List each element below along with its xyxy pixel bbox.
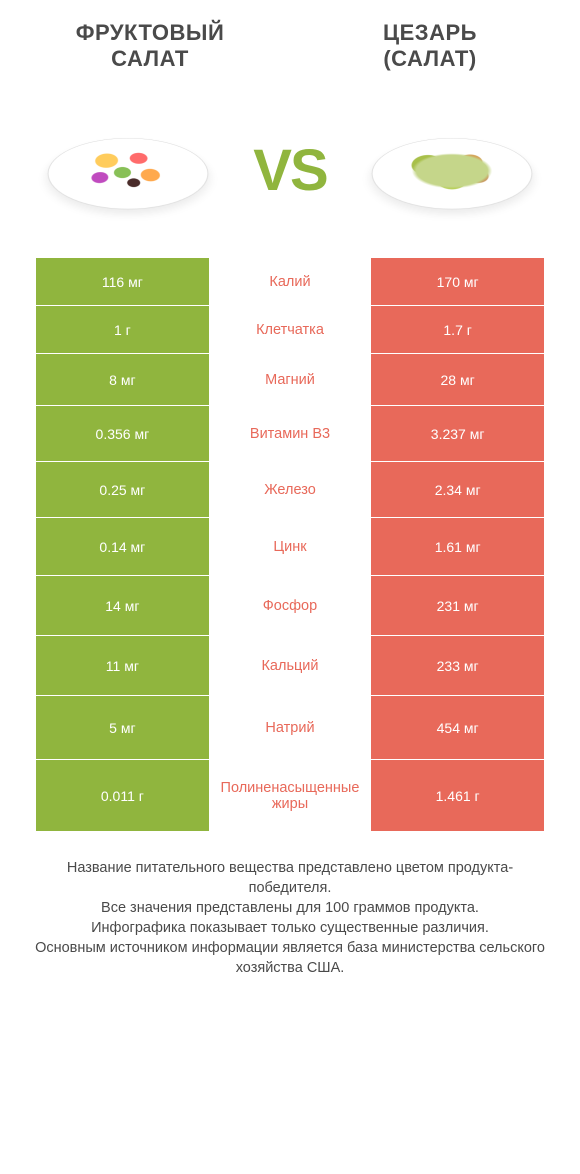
table-row: 0.14 мгЦинк1.61 мг xyxy=(36,518,544,576)
nutrient-name-cell: Клетчатка xyxy=(209,306,372,353)
product-right-title-line1: ЦЕЗАРЬ xyxy=(290,20,570,46)
nutrient-name-cell: Кальций xyxy=(209,636,372,695)
caesar-salad-plate xyxy=(363,138,542,209)
table-row: 11 мгКальций233 мг xyxy=(36,636,544,696)
nutrient-name-cell: Натрий xyxy=(209,696,372,759)
product-left-title-line2: САЛАТ xyxy=(10,46,290,72)
nutrient-name-cell: Магний xyxy=(209,354,372,405)
nutrient-name-cell: Фосфор xyxy=(209,576,372,635)
table-row: 1 гКлетчатка1.7 г xyxy=(36,306,544,354)
right-value-cell: 2.34 мг xyxy=(371,462,544,517)
left-value-cell: 0.356 мг xyxy=(36,406,209,461)
table-row: 116 мгКалий170 мг xyxy=(36,258,544,306)
product-right-image xyxy=(362,100,542,240)
fruit-salad-plate xyxy=(38,138,217,209)
left-value-cell: 14 мг xyxy=(36,576,209,635)
product-left-image xyxy=(38,100,218,240)
right-value-cell: 1.61 мг xyxy=(371,518,544,575)
product-right-title: ЦЕЗАРЬ (САЛАТ) xyxy=(290,20,570,72)
images-row: VS xyxy=(0,82,580,258)
product-left-title-line1: ФРУКТОВЫЙ xyxy=(10,20,290,46)
nutrient-name-cell: Витамин B3 xyxy=(209,406,372,461)
left-value-cell: 1 г xyxy=(36,306,209,353)
right-value-cell: 231 мг xyxy=(371,576,544,635)
right-value-cell: 170 мг xyxy=(371,258,544,305)
table-row: 5 мгНатрий454 мг xyxy=(36,696,544,760)
table-row: 0.356 мгВитамин B33.237 мг xyxy=(36,406,544,462)
vs-label: VS xyxy=(253,137,326,204)
product-left-title: ФРУКТОВЫЙ САЛАТ xyxy=(10,20,290,72)
footer-line3: Инфографика показывает только существенн… xyxy=(28,918,552,938)
left-value-cell: 11 мг xyxy=(36,636,209,695)
footer-line4: Основным источником информации является … xyxy=(28,938,552,978)
right-value-cell: 28 мг xyxy=(371,354,544,405)
table-row: 14 мгФосфор231 мг xyxy=(36,576,544,636)
right-value-cell: 233 мг xyxy=(371,636,544,695)
right-value-cell: 1.7 г xyxy=(371,306,544,353)
left-value-cell: 0.14 мг xyxy=(36,518,209,575)
left-value-cell: 8 мг xyxy=(36,354,209,405)
left-value-cell: 0.011 г xyxy=(36,760,209,831)
nutrient-name-cell: Цинк xyxy=(209,518,372,575)
footer-line2: Все значения представлены для 100 граммо… xyxy=(28,898,552,918)
footer-notes: Название питательного вещества представл… xyxy=(0,832,580,998)
right-value-cell: 3.237 мг xyxy=(371,406,544,461)
left-value-cell: 116 мг xyxy=(36,258,209,305)
right-value-cell: 454 мг xyxy=(371,696,544,759)
nutrient-name-cell: Калий xyxy=(209,258,372,305)
table-row: 0.011 гПолиненасыщенные жиры1.461 г xyxy=(36,760,544,832)
table-row: 0.25 мгЖелезо2.34 мг xyxy=(36,462,544,518)
nutrient-table: 116 мгКалий170 мг1 гКлетчатка1.7 г8 мгМа… xyxy=(0,258,580,832)
product-right-title-line2: (САЛАТ) xyxy=(290,46,570,72)
header: ФРУКТОВЫЙ САЛАТ ЦЕЗАРЬ (САЛАТ) xyxy=(0,0,580,82)
nutrient-name-cell: Железо xyxy=(209,462,372,517)
nutrient-name-cell: Полиненасыщенные жиры xyxy=(209,760,372,831)
footer-line1: Название питательного вещества представл… xyxy=(28,858,552,898)
right-value-cell: 1.461 г xyxy=(371,760,544,831)
left-value-cell: 0.25 мг xyxy=(36,462,209,517)
table-row: 8 мгМагний28 мг xyxy=(36,354,544,406)
left-value-cell: 5 мг xyxy=(36,696,209,759)
